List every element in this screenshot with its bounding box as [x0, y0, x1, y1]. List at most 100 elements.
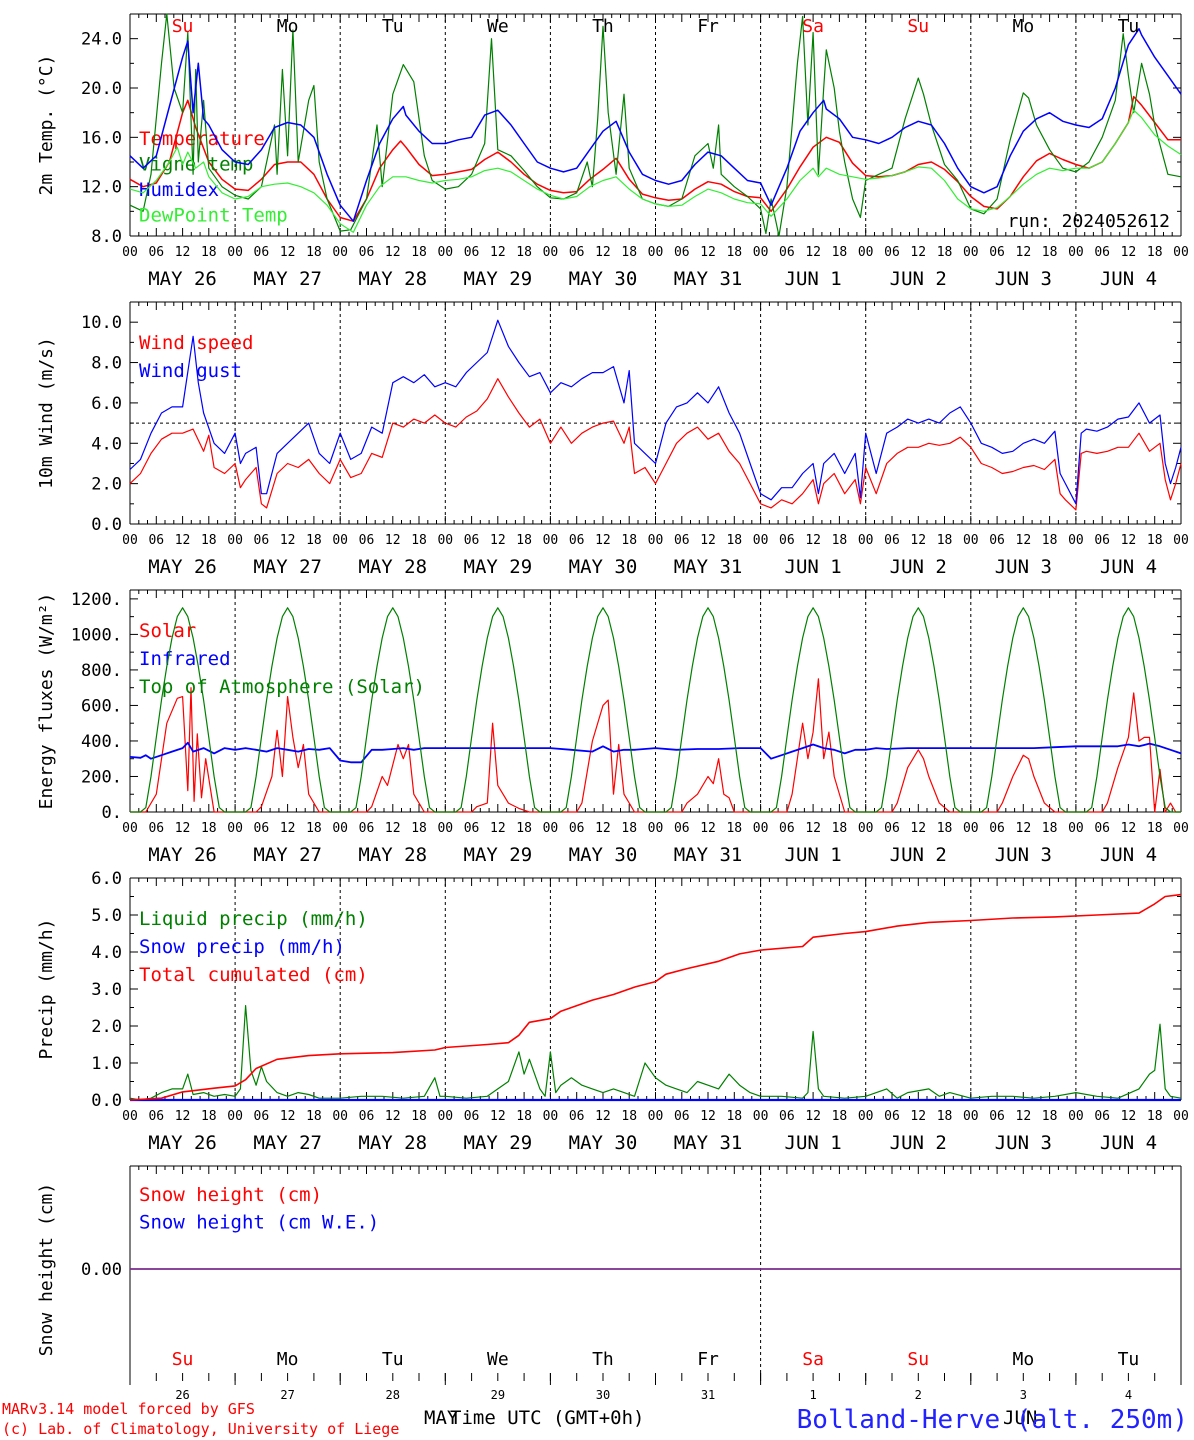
weekday-label: We — [487, 1349, 509, 1370]
date-label: MAY 30 — [569, 268, 638, 290]
hour-tick-label: 00 — [858, 1109, 874, 1124]
weekday-label: Su — [907, 1349, 929, 1370]
run-label: run: 2024052612 — [1007, 211, 1170, 232]
weekday-label: Th — [592, 1349, 614, 1370]
y-axis-label: Precip (mm/h) — [36, 919, 57, 1060]
legend-wind-gust: Wind gust — [139, 360, 242, 382]
day-number-label: 2 — [915, 1388, 922, 1402]
hour-tick-label: 06 — [464, 821, 480, 836]
hour-tick-label: 18 — [1147, 533, 1163, 548]
hour-tick-label: 12 — [595, 821, 611, 836]
date-label: MAY 27 — [253, 844, 322, 866]
hour-tick-label: 12 — [280, 1109, 296, 1124]
hour-tick-label: 06 — [254, 245, 270, 260]
hour-tick-label: 00 — [858, 821, 874, 836]
hour-tick-label: 12 — [280, 245, 296, 260]
hour-tick-label: 12 — [1016, 533, 1032, 548]
hour-tick-label: 18 — [306, 821, 322, 836]
hour-tick-label: 06 — [464, 1109, 480, 1124]
y-tick-label: 3.0 — [91, 980, 122, 1000]
legend-snow-height-cm-w-e-: Snow height (cm W.E.) — [139, 1212, 379, 1234]
date-label: JUN 1 — [785, 1132, 842, 1154]
hour-tick-label: 06 — [1094, 821, 1110, 836]
hour-tick-label: 18 — [832, 245, 848, 260]
legend-infrared: Infrared — [139, 648, 231, 670]
y-axis-label: 2m Temp. (°C) — [36, 55, 57, 196]
hour-tick-label: 00 — [227, 245, 243, 260]
y-tick-label: 4.0 — [91, 434, 122, 454]
date-label: MAY 27 — [253, 1132, 322, 1154]
series-line-top-of-atmosphere-solar- — [130, 607, 1181, 813]
weekday-label: Su — [172, 16, 194, 37]
y-tick-label: 10.0 — [81, 313, 122, 333]
weekday-label: Fr — [697, 16, 719, 37]
weekday-label: Su — [907, 16, 929, 37]
y-tick-label: 6.0 — [91, 869, 122, 889]
hour-tick-label: 18 — [832, 821, 848, 836]
hour-tick-label: 12 — [1121, 533, 1137, 548]
hour-tick-label: 06 — [884, 821, 900, 836]
date-label: MAY 26 — [148, 844, 217, 866]
hour-tick-label: 00 — [543, 245, 559, 260]
weekday-label: Tu — [1118, 16, 1140, 37]
hour-tick-label: 00 — [227, 533, 243, 548]
hour-tick-label: 06 — [359, 533, 375, 548]
hour-tick-label: 00 — [1068, 1109, 1084, 1124]
series-line-humidex — [129, 28, 1182, 222]
hour-tick-label: 00 — [753, 533, 769, 548]
hour-tick-label: 18 — [201, 821, 217, 836]
hour-tick-label: 00 — [543, 1109, 559, 1124]
hour-tick-label: 00 — [963, 245, 979, 260]
panel-snow: 0.00 Snow height (cm) Snow height (cm) Snow… — [36, 1165, 1182, 1402]
hour-tick-label: 00 — [648, 821, 664, 836]
weekday-label: Th — [592, 16, 614, 37]
hour-tick-label: 12 — [805, 1109, 821, 1124]
hour-tick-label: 12 — [910, 821, 926, 836]
day-number-label: 31 — [701, 1388, 715, 1402]
hour-tick-label: 06 — [359, 245, 375, 260]
y-tick-label: 1200. — [71, 590, 122, 610]
hour-tick-label: 06 — [359, 1109, 375, 1124]
legend-top-of-atmosphere-solar-: Top of Atmosphere (Solar) — [139, 676, 425, 698]
hour-tick-label: 12 — [175, 533, 191, 548]
date-label: MAY 26 — [148, 556, 217, 578]
hour-tick-label: 06 — [464, 245, 480, 260]
legend-dewpoint-temp: DewPoint Temp — [139, 205, 288, 227]
hour-tick-label: 00 — [1173, 533, 1189, 548]
hour-tick-label: 18 — [516, 533, 532, 548]
hour-tick-label: 18 — [937, 533, 953, 548]
hour-tick-label: 12 — [805, 533, 821, 548]
hour-tick-label: 00 — [963, 533, 979, 548]
hour-tick-label: 06 — [569, 1109, 585, 1124]
hour-tick-label: 06 — [148, 1109, 164, 1124]
date-label: JUN 3 — [995, 556, 1052, 578]
hour-ticks — [129, 14, 1182, 236]
panel-temp: 8.0 12.0 16.0 20.0 24.0 2m Temp. (°C) Temperat… — [36, 13, 1189, 290]
hour-tick-label: 18 — [1042, 1109, 1058, 1124]
legend-temperature: Temperature — [139, 128, 265, 150]
date-label: JUN 3 — [995, 1132, 1052, 1154]
y-tick-label: 12.0 — [81, 178, 122, 198]
hour-tick-label: 00 — [543, 821, 559, 836]
hour-tick-label: 18 — [1042, 245, 1058, 260]
hour-tick-label: 12 — [700, 1109, 716, 1124]
hour-tick-label: 00 — [648, 1109, 664, 1124]
hour-ticks — [129, 302, 1182, 524]
hour-tick-label: 00 — [858, 533, 874, 548]
hour-tick-label: 00 — [437, 245, 453, 260]
hour-tick-label: 06 — [1094, 533, 1110, 548]
y-tick-label: 200. — [81, 767, 122, 787]
hour-tick-label: 00 — [543, 533, 559, 548]
date-label: MAY 26 — [148, 1132, 217, 1154]
hour-tick-label: 06 — [254, 533, 270, 548]
hour-tick-label: 00 — [1173, 245, 1189, 260]
hour-tick-label: 06 — [674, 1109, 690, 1124]
date-label: MAY 31 — [674, 268, 743, 290]
hour-tick-label: 18 — [411, 533, 427, 548]
date-label: MAY 30 — [569, 556, 638, 578]
hour-tick-label: 00 — [1173, 1109, 1189, 1124]
legend-solar: Solar — [139, 620, 196, 642]
hour-tick-label: 18 — [411, 821, 427, 836]
credit-line-1: MARv3.14 model forced by GFS — [2, 1400, 255, 1418]
